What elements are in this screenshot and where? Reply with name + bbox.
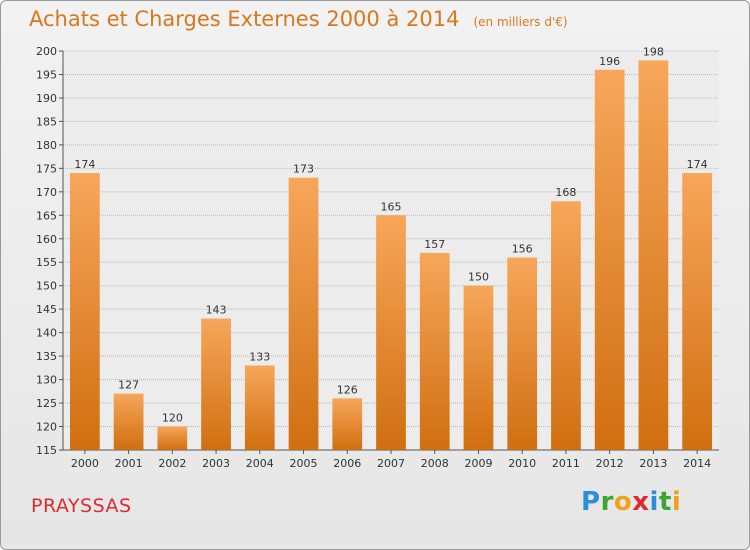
data-label: 120 [162,412,183,425]
bar [551,201,581,450]
proxiti-logo: Proxiti [581,487,681,517]
chart-title-unit: (en milliers d'€) [473,15,568,29]
x-tick-label: 2002 [158,457,186,470]
y-tick-label: 190 [36,92,57,105]
bar [288,177,319,450]
bar [332,398,363,450]
y-tick-label: 200 [36,45,57,58]
data-label: 157 [424,238,445,251]
logo-letter: r [600,487,614,517]
logo-letter: x [632,487,650,517]
x-tick-label: 2014 [683,457,711,470]
x-tick-label: 2003 [202,457,230,470]
bar [113,393,144,450]
x-tick-label: 2008 [421,457,449,470]
y-tick-label: 160 [36,233,57,246]
y-tick-label: 185 [36,115,57,128]
bar [463,285,494,450]
y-tick-label: 180 [36,139,57,152]
data-label: 174 [74,158,95,171]
y-tick-label: 195 [36,68,57,81]
bar [638,60,669,450]
data-label: 165 [381,200,402,213]
y-tick-label: 140 [36,327,57,340]
y-tick-label: 150 [36,280,57,293]
data-label: 150 [468,271,489,284]
logo-letter: t [658,487,672,517]
x-tick-label: 2012 [596,457,624,470]
data-label: 198 [643,45,664,58]
bar [201,318,231,450]
data-label: 174 [687,158,708,171]
x-tick-label: 2009 [464,457,492,470]
y-tick-label: 170 [36,186,57,199]
data-label: 168 [555,186,576,199]
data-label: 143 [206,304,227,317]
x-tick-label: 2013 [639,457,667,470]
x-tick-label: 2004 [246,457,274,470]
x-tick-label: 2005 [290,457,318,470]
x-tick-label: 2011 [552,457,580,470]
y-tick-label: 175 [36,162,57,175]
y-tick-label: 115 [36,444,57,457]
data-label: 127 [118,379,139,392]
x-tick-label: 2010 [508,457,536,470]
bar [507,257,538,450]
logo-letter: P [581,487,601,517]
y-tick-label: 130 [36,374,57,387]
bar [69,173,100,450]
logo-letter: o [613,487,633,517]
bar [244,365,275,450]
x-tick-label: 2001 [115,457,143,470]
chart-title: Achats et Charges Externes 2000 à 2014 (e… [29,7,568,31]
data-label: 173 [293,163,314,176]
data-label: 196 [599,55,620,68]
data-label: 156 [512,243,533,256]
data-label: 133 [249,351,270,364]
bar [419,252,450,450]
y-tick-label: 125 [36,397,57,410]
x-tick-label: 2000 [71,457,99,470]
data-label: 126 [337,383,358,396]
y-tick-label: 145 [36,303,57,316]
y-tick-label: 120 [36,421,57,434]
y-tick-label: 135 [36,350,57,363]
chart-title-text: Achats et Charges Externes 2000 à 2014 [29,7,460,31]
x-tick-label: 2007 [377,457,405,470]
y-tick-label: 165 [36,209,57,222]
bar [682,173,713,450]
logo-letter: i [671,487,682,517]
commune-name: PRAYSSAS [31,495,132,517]
y-tick-label: 155 [36,256,57,269]
bar [594,69,625,450]
logo-letter: i [649,487,659,517]
bar [157,426,188,450]
x-tick-label: 2006 [333,457,361,470]
bar [376,215,406,450]
